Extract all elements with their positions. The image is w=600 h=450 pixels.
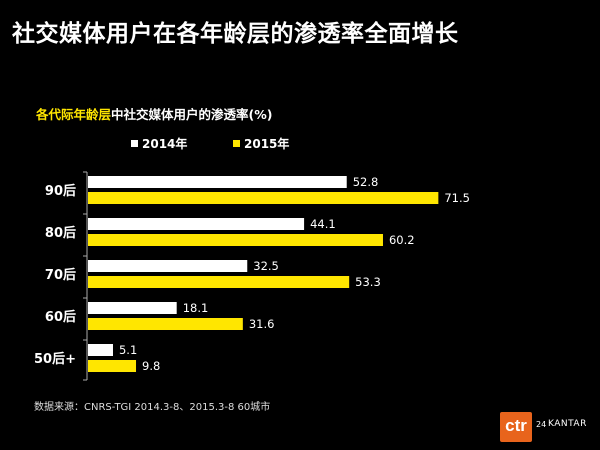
page-title: 社交媒体用户在各年龄层的渗透率全面增长 — [12, 21, 459, 47]
legend-swatch-2014 — [131, 140, 138, 147]
bar-2014 — [88, 344, 113, 356]
bar-2014 — [88, 302, 177, 314]
category-label: 60后 — [45, 309, 76, 325]
category-label: 50后+ — [34, 351, 76, 367]
bar-2015 — [88, 192, 439, 204]
ctr-kantar-logo: ctr 24 KANTAR — [500, 408, 596, 444]
bar-value-label: 44.1 — [310, 217, 336, 231]
bar-2014 — [88, 218, 305, 230]
chart-subtitle: 各代际年龄层中社交媒体用户的渗透率(%) — [36, 104, 272, 123]
category-label: 70后 — [45, 267, 76, 283]
bar-value-label: 31.6 — [249, 317, 275, 331]
data-source-note: 数据来源：CNRS-TGI 2014.3-8、2015.3-8 60城市 — [34, 402, 271, 413]
bar-value-label: 18.1 — [183, 301, 209, 315]
category-label: 80后 — [45, 225, 76, 241]
bar-value-label: 9.8 — [142, 359, 160, 373]
legend-label-2014: 2014年 — [142, 137, 188, 151]
bar-2015 — [88, 276, 350, 288]
bar-value-label: 53.3 — [355, 275, 381, 289]
bar-value-label: 60.2 — [389, 233, 415, 247]
legend-item-2014: 2014年 — [131, 135, 187, 152]
bar-2015 — [88, 234, 383, 246]
ctr-logo-mark: ctr — [500, 412, 532, 442]
page-number: 24 — [536, 420, 547, 429]
bar-2015 — [88, 318, 243, 330]
bar-2014 — [88, 176, 347, 188]
bar-2015 — [88, 360, 137, 372]
bar-value-label: 52.8 — [353, 175, 379, 189]
legend-item-2015: 2015年 — [233, 135, 289, 152]
bar-value-label: 32.5 — [253, 259, 279, 273]
category-label: 90后 — [45, 183, 76, 199]
legend-swatch-2015 — [233, 140, 240, 147]
subtitle-rest: 中社交媒体用户的渗透率(%) — [111, 107, 273, 122]
bar-value-label: 5.1 — [119, 343, 137, 357]
kantar-wordmark: KANTAR — [548, 419, 587, 429]
bar-value-label: 71.5 — [444, 191, 470, 205]
bar-2014 — [88, 260, 248, 272]
legend-label-2015: 2015年 — [244, 137, 290, 151]
subtitle-highlight: 各代际年龄层 — [36, 107, 112, 122]
